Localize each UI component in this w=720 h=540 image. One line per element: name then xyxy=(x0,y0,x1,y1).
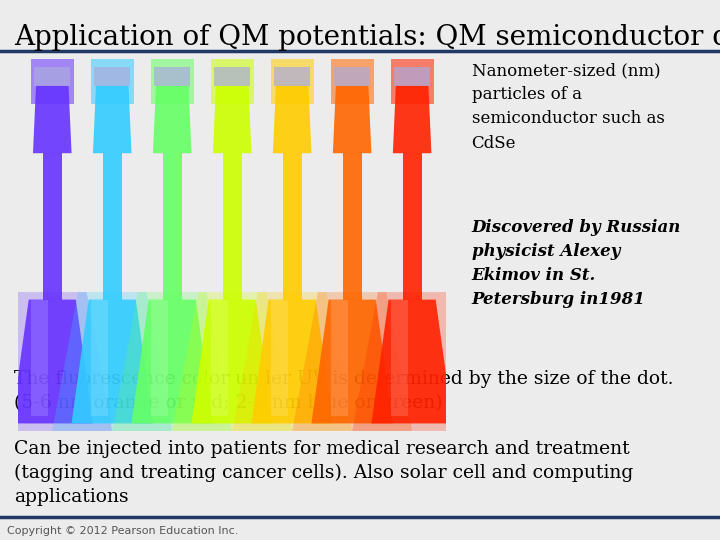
Polygon shape xyxy=(43,153,62,300)
Polygon shape xyxy=(391,59,433,104)
Polygon shape xyxy=(35,67,71,86)
Polygon shape xyxy=(292,292,412,431)
Polygon shape xyxy=(93,86,132,153)
Polygon shape xyxy=(211,59,253,104)
Polygon shape xyxy=(94,67,130,86)
Polygon shape xyxy=(273,86,312,153)
Polygon shape xyxy=(211,300,228,416)
Polygon shape xyxy=(33,86,71,153)
Text: Nanometer-sized (nm)
particles of a
semiconductor such as
CdSe: Nanometer-sized (nm) particles of a semi… xyxy=(472,62,665,152)
Polygon shape xyxy=(213,86,251,153)
Polygon shape xyxy=(163,153,181,300)
Polygon shape xyxy=(132,300,213,423)
Polygon shape xyxy=(391,300,408,416)
Polygon shape xyxy=(352,292,472,431)
Polygon shape xyxy=(271,59,314,104)
Polygon shape xyxy=(330,300,348,416)
Polygon shape xyxy=(192,300,273,423)
Polygon shape xyxy=(283,153,302,300)
Polygon shape xyxy=(0,292,112,431)
Polygon shape xyxy=(274,67,310,86)
Polygon shape xyxy=(232,292,352,431)
Polygon shape xyxy=(154,67,190,86)
Text: Can be injected into patients for medical research and treatment
(tagging and tr: Can be injected into patients for medica… xyxy=(14,440,634,505)
Text: Application of QM potentials: QM semiconductor dots: Application of QM potentials: QM semicon… xyxy=(14,24,720,51)
Polygon shape xyxy=(172,292,292,431)
Polygon shape xyxy=(150,300,168,416)
Polygon shape xyxy=(215,67,250,86)
Polygon shape xyxy=(222,153,242,300)
Polygon shape xyxy=(31,300,48,416)
Text: Copyright © 2012 Pearson Education Inc.: Copyright © 2012 Pearson Education Inc. xyxy=(7,525,238,536)
Polygon shape xyxy=(91,300,108,416)
Polygon shape xyxy=(330,59,374,104)
Text: The fluorescence color under UV is determined by the size of the dot.
(5-6 nm or: The fluorescence color under UV is deter… xyxy=(14,370,674,412)
Polygon shape xyxy=(251,300,333,423)
Polygon shape xyxy=(334,67,370,86)
Polygon shape xyxy=(12,300,93,423)
Polygon shape xyxy=(402,153,421,300)
Text: Discovered by Russian
physicist Alexey
Ekimov in St.
Petersburg in1981: Discovered by Russian physicist Alexey E… xyxy=(472,219,681,308)
Polygon shape xyxy=(71,300,153,423)
Polygon shape xyxy=(343,153,361,300)
Polygon shape xyxy=(112,292,232,431)
Polygon shape xyxy=(393,86,431,153)
Polygon shape xyxy=(53,292,172,431)
Polygon shape xyxy=(271,300,288,416)
Polygon shape xyxy=(394,67,430,86)
Polygon shape xyxy=(312,300,393,423)
Polygon shape xyxy=(333,86,372,153)
Polygon shape xyxy=(372,300,453,423)
Polygon shape xyxy=(103,153,122,300)
Polygon shape xyxy=(91,59,134,104)
Polygon shape xyxy=(31,59,73,104)
Polygon shape xyxy=(150,59,194,104)
Polygon shape xyxy=(153,86,192,153)
